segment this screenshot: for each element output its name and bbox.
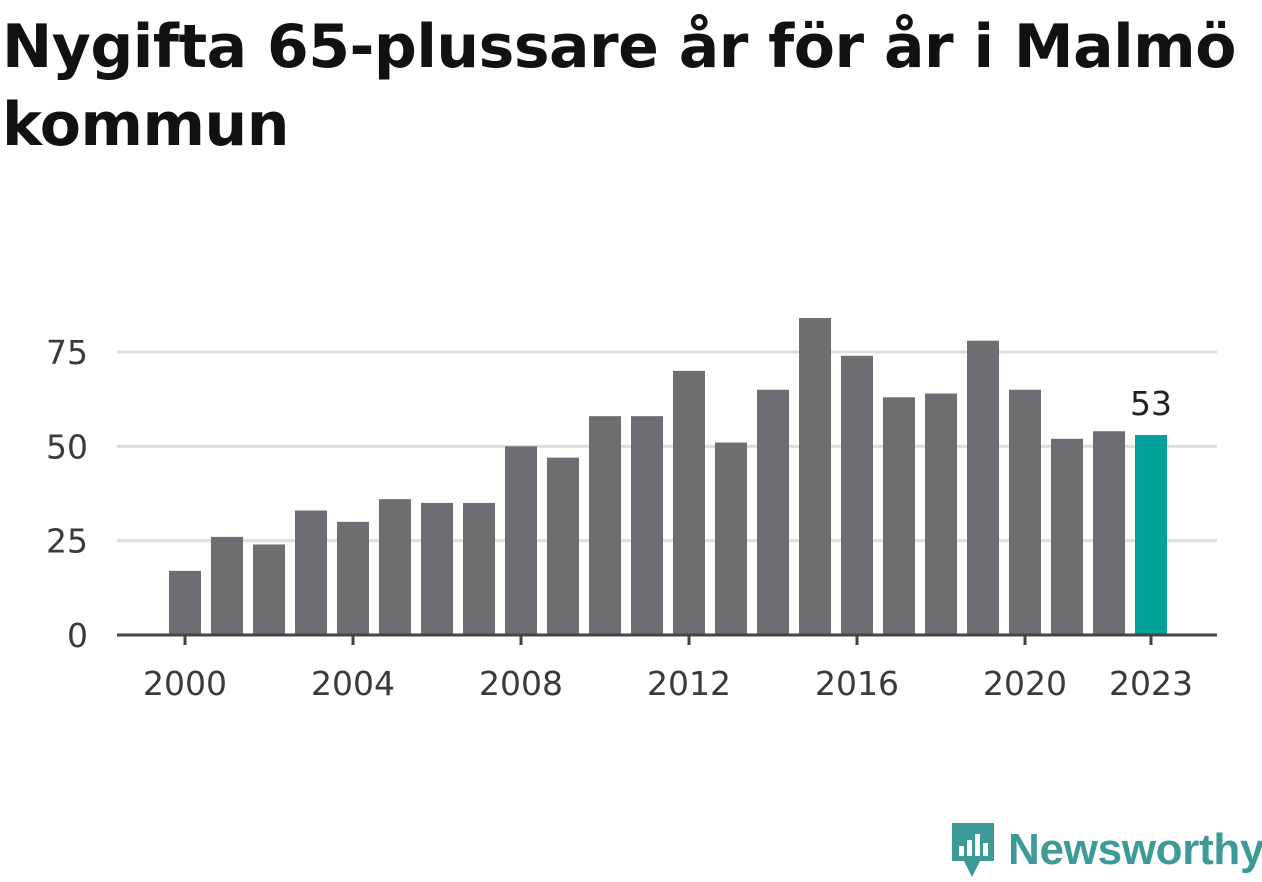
bar-2023 xyxy=(1135,435,1167,635)
bar-2019 xyxy=(967,340,999,635)
bar-2006 xyxy=(421,502,453,635)
bar-2004 xyxy=(337,521,369,635)
bar-2012 xyxy=(673,370,705,635)
x-tick-label-2000: 2000 xyxy=(143,664,227,703)
bar-2017 xyxy=(883,397,915,635)
highlight-value-label: 53 xyxy=(1130,384,1172,423)
x-tick-label-2023: 2023 xyxy=(1109,664,1193,703)
bar-2015 xyxy=(799,318,831,635)
x-tick-label-2008: 2008 xyxy=(479,664,563,703)
axes xyxy=(117,633,1217,645)
bar-2010 xyxy=(589,416,621,635)
bar-2022 xyxy=(1093,431,1125,635)
bar-2009 xyxy=(547,457,579,635)
bar-2003 xyxy=(295,510,327,635)
newsworthy-logo: Newsworthy xyxy=(948,818,1262,882)
x-tick-label-2020: 2020 xyxy=(983,664,1067,703)
bars xyxy=(169,318,1167,635)
bar-2011 xyxy=(631,416,663,635)
x-tick-label-2004: 2004 xyxy=(311,664,395,703)
newsworthy-logo-icon xyxy=(952,823,994,877)
y-tick-label-0: 0 xyxy=(67,616,88,655)
bar-2018 xyxy=(925,393,957,635)
labels: 0 25 50 75 2000 2004 2008 2012 2016 2020 2023 53 xyxy=(46,333,1193,703)
bar-chart: 0 25 50 75 2000 2004 2008 2012 2016 2020 2023 53 xyxy=(46,318,1217,703)
y-tick-label-50: 50 xyxy=(46,427,88,466)
bar-2007 xyxy=(463,502,495,635)
chart-title: Nygifta 65-plussare år för år i Malmö ko… xyxy=(2,12,1236,160)
bar-2014 xyxy=(757,389,789,635)
bar-2008 xyxy=(505,446,537,635)
bar-2020 xyxy=(1009,389,1041,635)
bar-2002 xyxy=(253,544,285,635)
y-tick-label-25: 25 xyxy=(46,522,88,561)
bar-2001 xyxy=(211,536,243,635)
bar-2021 xyxy=(1051,438,1083,635)
newsworthy-logo-text: Newsworthy xyxy=(1008,825,1262,874)
bar-2000 xyxy=(169,570,201,635)
bar-2016 xyxy=(841,355,873,635)
x-tick-label-2016: 2016 xyxy=(815,664,899,703)
y-tick-label-75: 75 xyxy=(46,333,88,372)
x-tick-label-2012: 2012 xyxy=(647,664,731,703)
bar-2013 xyxy=(715,442,747,635)
bar-2005 xyxy=(379,499,411,635)
